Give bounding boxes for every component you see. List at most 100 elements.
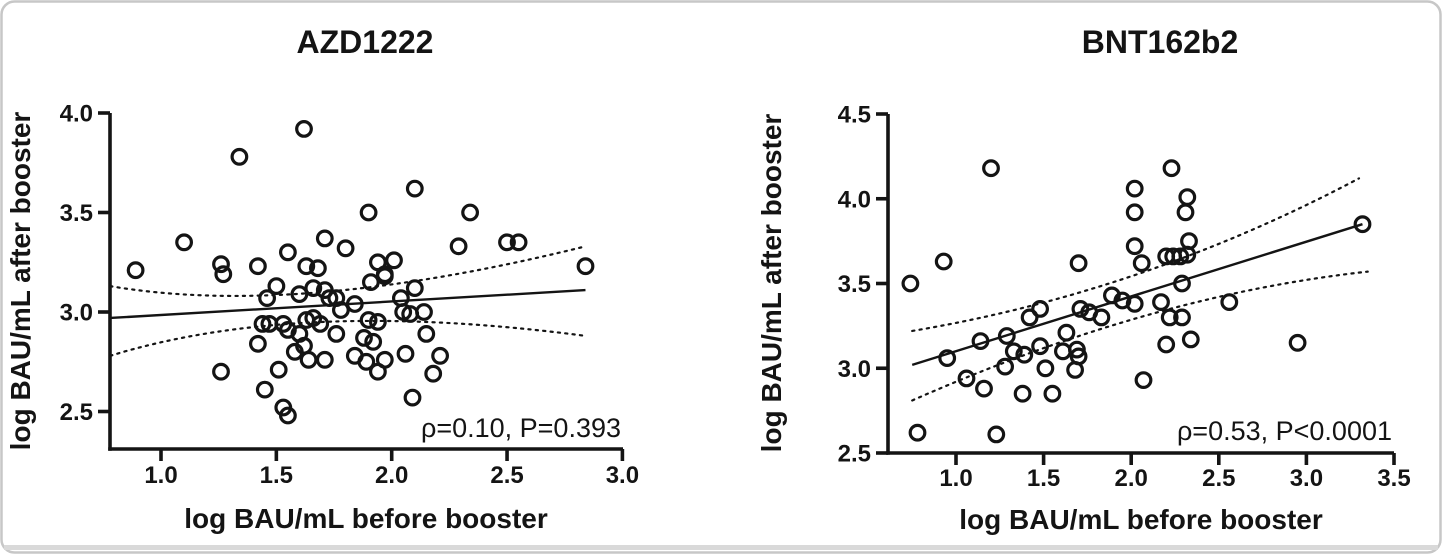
y-tick-label: 2.5 [838, 441, 871, 468]
data-point [212, 362, 230, 381]
ci-upper-curve [109, 245, 587, 298]
data-point [1173, 274, 1191, 293]
data-point [1125, 203, 1144, 222]
data-point [509, 233, 528, 252]
data-point [1071, 300, 1090, 318]
plot-AZD1222: 1.0 1.5 2.0 2.5 3.0 2.5 3.0 3.5 4.0 AZD1222 log BA… [5, 24, 639, 534]
data-point [369, 313, 387, 331]
data-point [248, 257, 267, 276]
y-tick-label: 3.5 [838, 271, 871, 298]
data-point [1132, 254, 1151, 273]
x-tick-label: 1.0 [939, 465, 972, 492]
data-point [934, 252, 953, 271]
data-point [415, 303, 433, 321]
x-tick-label: 2.0 [1115, 465, 1148, 492]
x-tick-label: 1.5 [260, 462, 293, 489]
data-point [982, 159, 1000, 178]
data-point [1013, 384, 1032, 403]
x-tick-label: 3.0 [606, 462, 639, 489]
data-point [369, 362, 387, 381]
data-point [327, 325, 346, 343]
plot-BNT162b2: 1.0 1.5 2.0 2.5 3.0 3.5 2.5 3.0 3.5 4.0 4.5 BNT162b… [756, 24, 1411, 535]
data-point [449, 237, 468, 256]
data-point [431, 346, 450, 365]
correlation-annotation: ρ=0.10, P=0.393 [421, 413, 621, 443]
data-point [1288, 333, 1307, 352]
data-point [230, 147, 249, 166]
data-point [357, 352, 376, 371]
data-point [364, 332, 383, 351]
y-tick-label: 2.5 [60, 399, 93, 426]
data-point [175, 233, 194, 252]
ci-upper-curve [911, 177, 1361, 333]
x-tick-label: 2.5 [1202, 465, 1235, 492]
data-point [269, 360, 288, 379]
y-axis-label: log BAU/mL after booster [756, 114, 787, 453]
data-point [336, 239, 355, 258]
data-point [576, 257, 595, 276]
data-point [1015, 345, 1034, 364]
x-tick-label: 2.0 [375, 462, 408, 489]
data-point [309, 259, 327, 278]
data-point [975, 379, 993, 398]
data-point [279, 243, 297, 262]
data-point [417, 325, 436, 343]
data-point [126, 261, 145, 280]
data-point [1220, 293, 1239, 312]
data-point [405, 179, 424, 198]
data-point [1160, 308, 1179, 327]
y-tick-label: 4.0 [60, 101, 93, 128]
data-point [1020, 308, 1039, 327]
data-point [255, 380, 274, 399]
data-point [375, 267, 394, 286]
data-point [285, 342, 304, 361]
data-point [1069, 254, 1088, 273]
data-point [315, 350, 334, 369]
data-point [304, 279, 323, 298]
x-axis-label: log BAU/mL before booster [959, 504, 1323, 535]
data-point [1125, 294, 1144, 313]
data-point [1031, 300, 1049, 318]
data-point [1036, 359, 1055, 378]
x-axis-label: log BAU/mL before booster [184, 503, 548, 534]
data-point [396, 344, 415, 363]
data-point [1180, 232, 1198, 251]
y-tick-label: 3.0 [60, 300, 93, 327]
ci-lower-curve [911, 270, 1369, 402]
data-point [248, 334, 267, 353]
y-tick-label: 3.0 [838, 356, 871, 383]
data-point [214, 265, 233, 284]
y-tick-label: 4.5 [838, 102, 871, 129]
data-point [403, 388, 422, 407]
data-point [1069, 347, 1088, 366]
data-point [1134, 371, 1153, 390]
data-point [1178, 188, 1197, 207]
data-point [957, 369, 976, 388]
data-point [253, 315, 272, 333]
data-point [1181, 330, 1200, 349]
data-point [332, 301, 350, 319]
correlation-annotation: ρ=0.53, P<0.0001 [1177, 416, 1392, 446]
x-tick-label: 1.0 [144, 462, 177, 489]
data-point [295, 119, 313, 138]
data-point [345, 295, 364, 313]
data-point [297, 257, 316, 276]
data-point [405, 279, 424, 298]
y-tick-label: 3.5 [60, 200, 93, 227]
data-point [359, 311, 378, 329]
data-point [279, 406, 297, 425]
data-point [258, 289, 277, 308]
data-point [311, 315, 330, 333]
data-point [267, 277, 286, 296]
ci-lower-curve [109, 319, 587, 357]
data-point [1171, 247, 1190, 266]
plot-title: AZD1222 [297, 24, 434, 60]
data-point [996, 357, 1014, 376]
data-point [290, 285, 309, 304]
data-point [212, 255, 230, 274]
data-point [1057, 323, 1076, 342]
data-point [1043, 384, 1062, 403]
data-point [1125, 237, 1144, 256]
